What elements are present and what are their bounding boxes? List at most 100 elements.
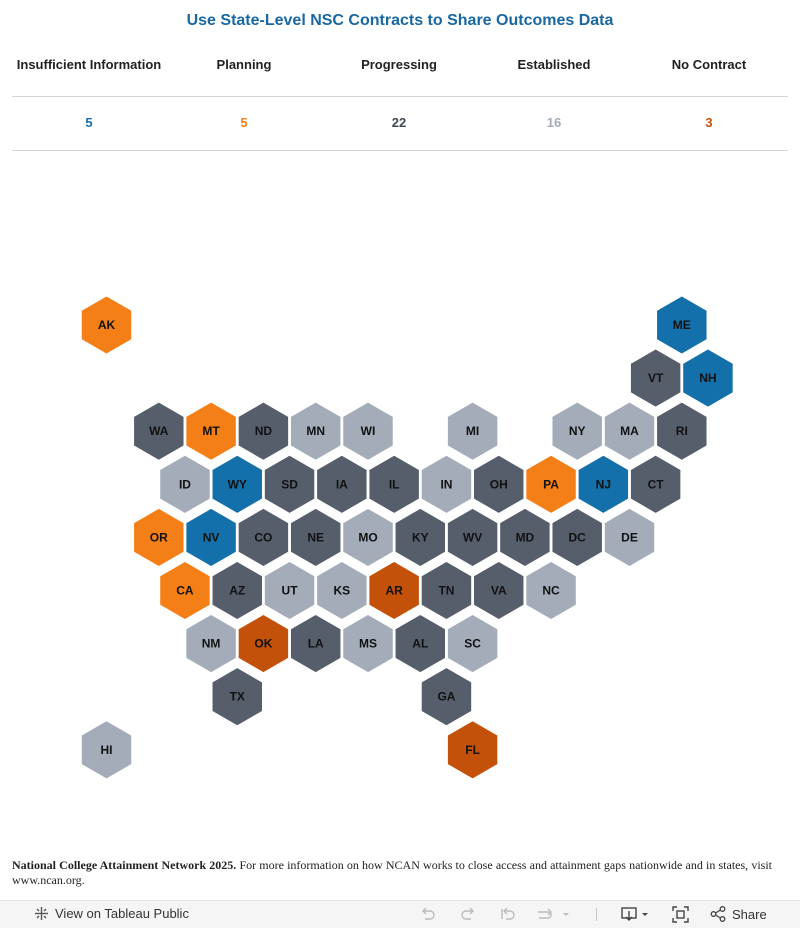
state-hex-shape[interactable]	[445, 718, 500, 782]
state-hex-shape[interactable]	[445, 399, 500, 463]
state-hex-ri[interactable]: RI	[654, 399, 710, 463]
state-hex-ak[interactable]: AK	[79, 293, 134, 357]
state-hex-ut[interactable]: UT	[262, 559, 317, 622]
state-hex-mn[interactable]: MN	[288, 399, 343, 463]
view-on-tableau-button[interactable]: View on Tableau Public	[34, 906, 189, 921]
state-hex-la[interactable]: LA	[288, 612, 343, 676]
state-label-ak: AK	[98, 318, 116, 332]
state-hex-vt[interactable]: VT	[628, 346, 683, 410]
state-hex-ok[interactable]: OK	[236, 612, 291, 676]
state-hex-ma[interactable]: MA	[602, 399, 657, 463]
fullscreen-button[interactable]	[672, 906, 689, 923]
footer-text: For more information on how NCAN works t…	[12, 858, 773, 887]
state-hex-nd[interactable]: ND	[236, 399, 291, 463]
revert-button[interactable]	[500, 906, 516, 922]
state-hex-wi[interactable]: WI	[340, 399, 396, 463]
state-hex-dc[interactable]: DC	[549, 505, 605, 569]
state-hex-tx[interactable]: TX	[210, 665, 265, 729]
state-hex-wv[interactable]: WV	[445, 505, 500, 569]
state-hex-wa[interactable]: WA	[131, 399, 187, 463]
state-hex-tn[interactable]: TN	[419, 559, 474, 622]
state-hex-nv[interactable]: NV	[183, 505, 239, 569]
state-hex-co[interactable]: CO	[236, 505, 291, 569]
state-hex-mt[interactable]: MT	[183, 399, 239, 463]
state-hex-ny[interactable]: NY	[549, 399, 605, 463]
state-hex-ks[interactable]: KS	[314, 559, 370, 622]
state-label-nh: NH	[699, 371, 716, 385]
state-hex-shape[interactable]	[340, 399, 396, 463]
state-hex-ne[interactable]: NE	[288, 505, 343, 569]
redo-button[interactable]	[460, 906, 476, 922]
state-hex-shape[interactable]	[210, 665, 265, 729]
state-hex-md[interactable]: MD	[497, 505, 553, 569]
state-label-ca: CA	[176, 584, 194, 598]
state-hex-shape[interactable]	[654, 293, 710, 357]
state-hex-shape[interactable]	[523, 559, 579, 622]
state-hex-or[interactable]: OR	[131, 505, 187, 569]
state-hex-al[interactable]: AL	[393, 612, 448, 676]
state-hex-va[interactable]: VA	[471, 559, 526, 622]
state-hex-ct[interactable]: CT	[628, 452, 683, 516]
refresh-button[interactable]	[536, 906, 570, 922]
state-hex-shape[interactable]	[445, 612, 500, 676]
refresh-icon	[536, 906, 570, 922]
state-label-va: VA	[491, 584, 507, 598]
state-hex-mo[interactable]: MO	[340, 505, 396, 569]
state-hex-de[interactable]: DE	[602, 505, 657, 569]
state-label-wy: WY	[228, 477, 247, 491]
state-hex-me[interactable]: ME	[654, 293, 710, 357]
state-hex-nc[interactable]: NC	[523, 559, 579, 622]
share-button[interactable]: Share	[710, 906, 767, 922]
state-hex-fl[interactable]: FL	[445, 718, 500, 782]
state-hex-shape[interactable]	[654, 399, 710, 463]
state-hex-shape[interactable]	[419, 665, 474, 729]
legend-label-no-contract: No Contract	[671, 57, 747, 72]
state-label-sc: SC	[464, 637, 481, 651]
state-hex-oh[interactable]: OH	[471, 452, 526, 516]
state-hex-ky[interactable]: KY	[393, 505, 448, 569]
state-hex-shape[interactable]	[602, 505, 657, 569]
state-hex-in[interactable]: IN	[419, 452, 474, 516]
toolbar-separator	[596, 908, 597, 921]
state-hex-sc[interactable]: SC	[445, 612, 500, 676]
state-hex-il[interactable]: IL	[366, 452, 422, 516]
state-label-ok: OK	[254, 637, 272, 651]
state-hex-nm[interactable]: NM	[183, 612, 239, 676]
state-label-ks: KS	[334, 584, 351, 598]
state-label-mt: MT	[202, 424, 220, 438]
legend-label-insufficient: Insufficient Information	[16, 57, 162, 72]
state-label-de: DE	[621, 530, 638, 544]
state-hex-ms[interactable]: MS	[340, 612, 396, 676]
state-label-ky: KY	[412, 530, 429, 544]
state-hex-mi[interactable]: MI	[445, 399, 500, 463]
state-label-me: ME	[673, 318, 691, 332]
state-hex-pa[interactable]: PA	[523, 452, 579, 516]
state-label-co: CO	[254, 530, 272, 544]
download-button[interactable]	[621, 906, 651, 922]
state-hex-shape[interactable]	[79, 718, 134, 782]
state-hex-shape[interactable]	[79, 293, 134, 357]
state-hex-shape[interactable]	[680, 346, 736, 410]
undo-button[interactable]	[420, 906, 436, 922]
state-hex-ga[interactable]: GA	[419, 665, 474, 729]
state-hex-ia[interactable]: IA	[314, 452, 370, 516]
footer-credit: National College Attainment Network 2025…	[12, 858, 237, 872]
legend-label-established: Established	[517, 57, 591, 72]
state-label-wa: WA	[149, 424, 169, 438]
state-hex-az[interactable]: AZ	[210, 559, 265, 622]
share-icon	[710, 906, 726, 922]
legend-label-progressing: Progressing	[361, 57, 437, 72]
hex-tile-map[interactable]: AK ME VT NH WA MT ND MN WI MI NY MA RI ID WY SD IA IL IN OH…	[0, 0, 800, 830]
state-hex-sd[interactable]: SD	[262, 452, 317, 516]
state-hex-ar[interactable]: AR	[366, 559, 422, 622]
state-label-nd: ND	[255, 424, 273, 438]
state-hex-wy[interactable]: WY	[210, 452, 265, 516]
state-label-oh: OH	[490, 477, 508, 491]
state-hex-id[interactable]: ID	[157, 452, 213, 516]
state-hex-hi[interactable]: HI	[79, 718, 134, 782]
state-hex-nh[interactable]: NH	[680, 346, 736, 410]
view-on-tableau-label: View on Tableau Public	[55, 906, 189, 921]
state-hex-ca[interactable]: CA	[157, 559, 213, 622]
state-hex-shape[interactable]	[628, 452, 683, 516]
state-hex-nj[interactable]: NJ	[576, 452, 631, 516]
